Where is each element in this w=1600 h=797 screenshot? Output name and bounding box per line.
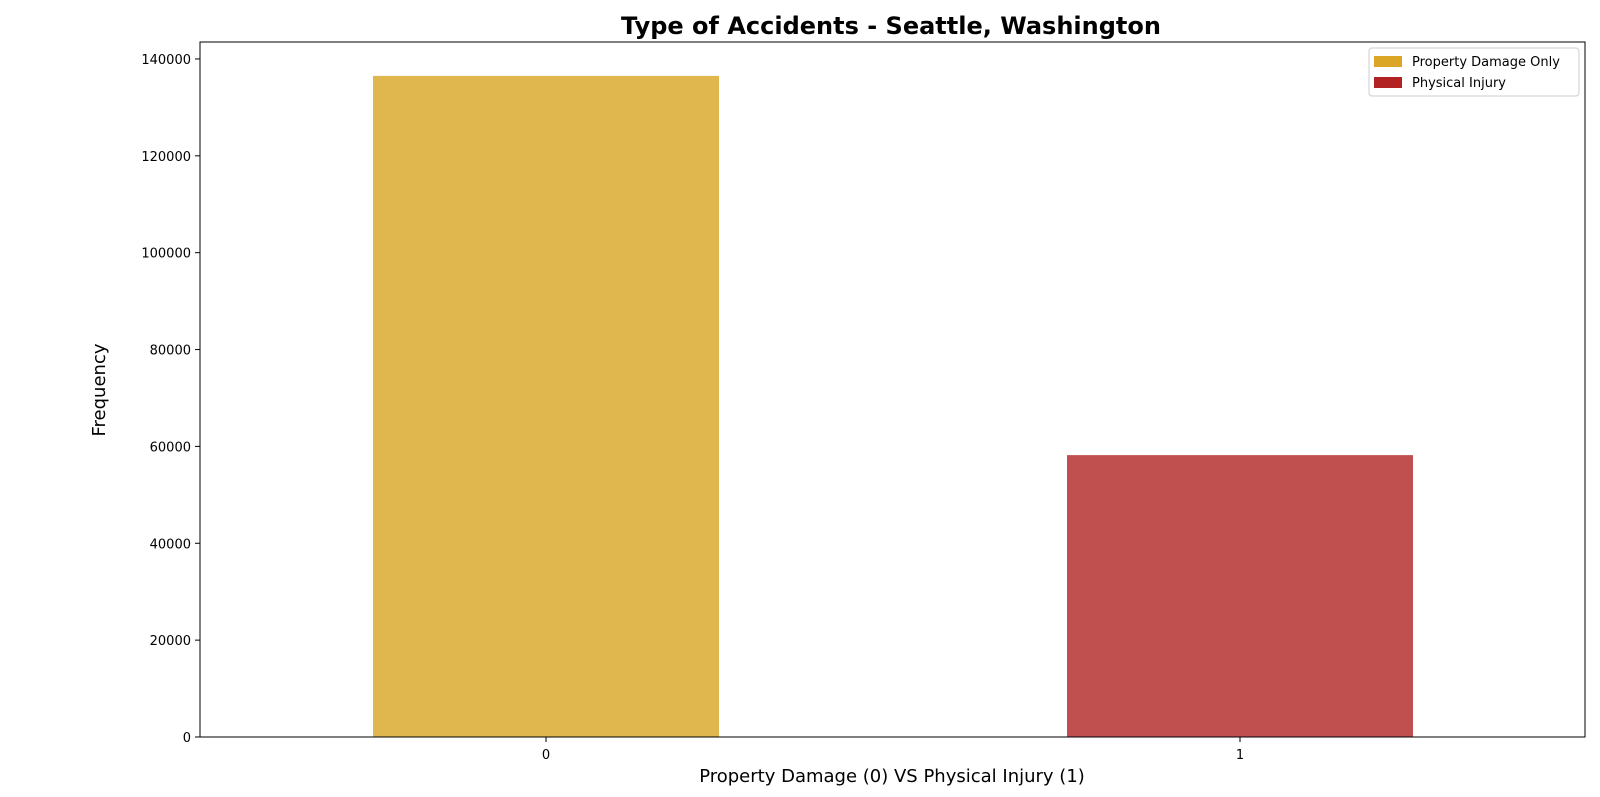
x-tick-label: 1 [1236,748,1244,763]
legend-swatch-physical-injury [1374,77,1402,88]
legend-swatch-property-damage [1374,56,1402,67]
y-tick-label: 100000 [141,247,191,262]
plot-area [373,75,1413,737]
y-tick-label: 60000 [150,440,191,455]
bar-0 [373,75,719,737]
plot-frame [199,41,1586,738]
y-tick-label: 20000 [150,634,191,649]
legend-box [1368,47,1580,97]
legend-label-property-damage: Property Damage Only [1412,55,1560,70]
legend-label-physical-injury: Physical Injury [1412,76,1506,91]
y-axis-label: Frequency [89,343,110,436]
x-tick-label: 0 [542,748,550,763]
y-tick-label: 80000 [150,344,191,359]
x-axis-label: Property Damage (0) VS Physical Injury (… [699,766,1085,787]
bar-1 [1067,455,1413,737]
y-tick-label: 120000 [141,150,191,165]
y-tick-label: 0 [183,731,191,746]
y-tick-label: 140000 [141,53,191,68]
chart-title: Type of Accidents - Seattle, Washington [621,12,1161,40]
y-axis-ticks: 0 20000 40000 60000 80000 100000 120000 140000 [141,53,200,746]
y-tick-label: 40000 [150,537,191,552]
legend: Property Damage Only Physical Injury [1368,47,1580,97]
